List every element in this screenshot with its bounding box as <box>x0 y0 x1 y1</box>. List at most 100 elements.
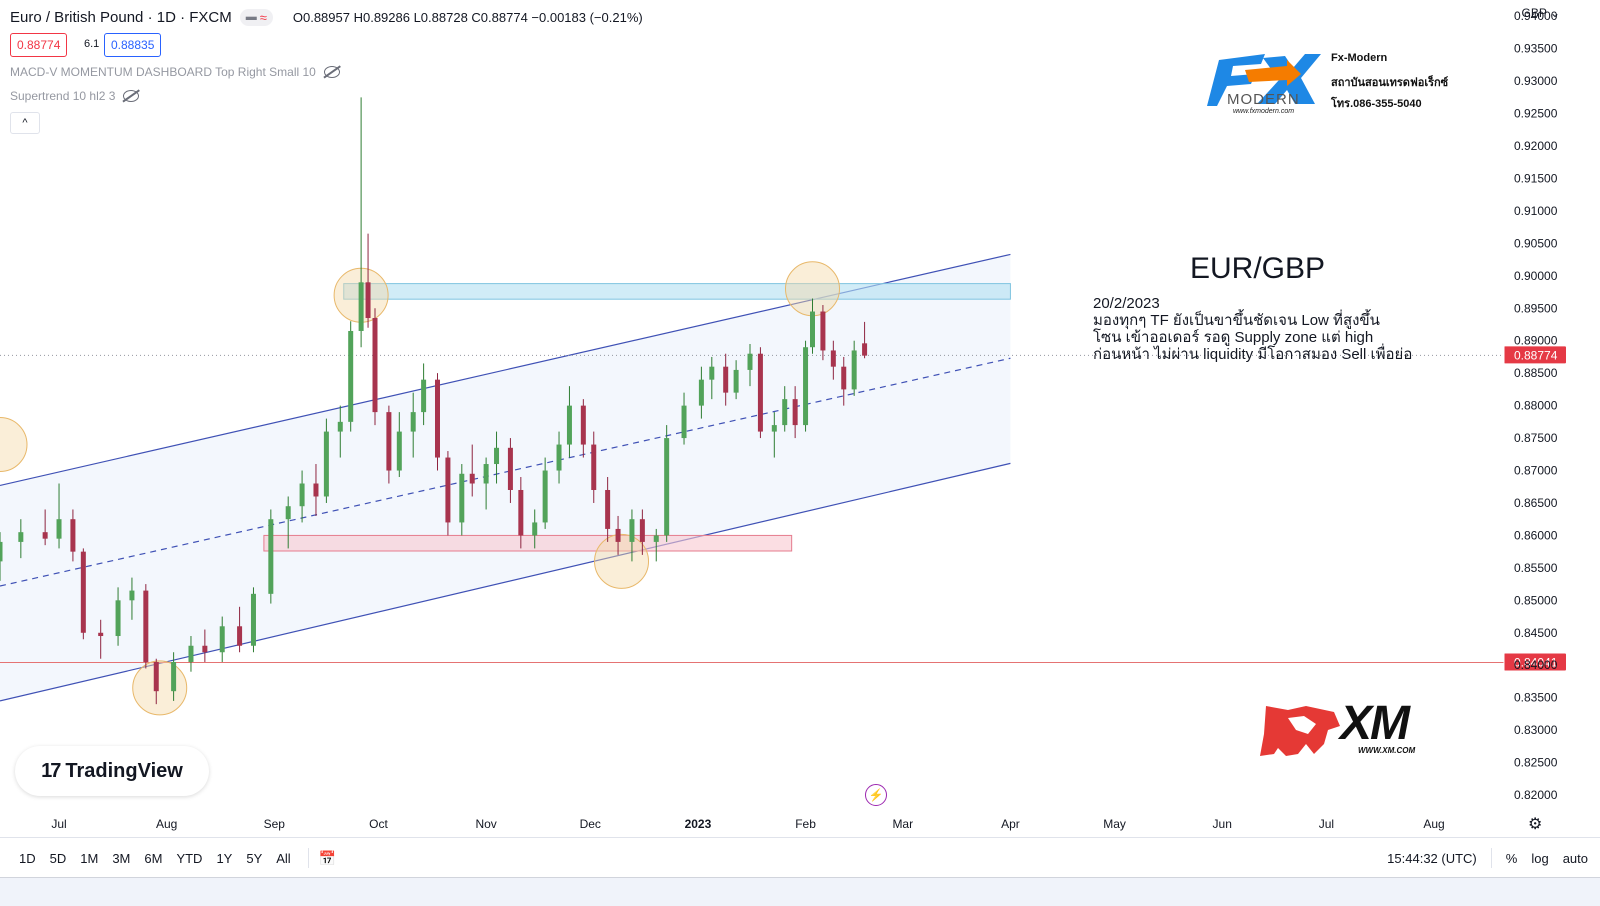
candle-body[interactable] <box>542 470 548 523</box>
candle-body[interactable] <box>830 350 836 367</box>
candle-body[interactable] <box>171 661 177 692</box>
candle-body[interactable] <box>469 473 475 484</box>
candle-body[interactable] <box>709 366 715 380</box>
candle-body[interactable] <box>792 399 798 426</box>
candle-body[interactable] <box>605 489 611 529</box>
candle-body[interactable] <box>348 330 354 422</box>
candle-body[interactable] <box>681 405 687 439</box>
highlight-circle[interactable] <box>132 660 188 716</box>
tradingview-badge[interactable]: 17 TradingView <box>15 746 209 796</box>
price-chart[interactable]: 0.88774 0.84041 0.94000 0.93500 0.93000 0.92… <box>0 0 1600 837</box>
range-1m-button[interactable]: 1M <box>80 850 99 866</box>
candle-body[interactable] <box>386 412 392 471</box>
candle-body[interactable] <box>507 447 513 490</box>
settings-gear-icon[interactable]: ⚙ <box>1528 816 1543 833</box>
supply-zone[interactable] <box>343 283 1011 300</box>
highlight-circle[interactable] <box>0 417 28 473</box>
candle-body[interactable] <box>566 405 572 445</box>
eye-hidden-icon[interactable] <box>123 90 140 102</box>
range-1y-button[interactable]: 1Y <box>216 850 233 866</box>
demand-zone[interactable] <box>263 534 793 552</box>
candle-body[interactable] <box>445 457 451 523</box>
chart-style-pill[interactable]: ▬ ≈ <box>239 8 273 26</box>
candle-body[interactable] <box>56 519 62 539</box>
candle-body[interactable] <box>518 489 524 536</box>
candle-body[interactable] <box>250 593 256 646</box>
percent-toggle[interactable]: % <box>1505 850 1518 866</box>
candle-body[interactable] <box>747 353 753 370</box>
indicator-supertrend[interactable]: Supertrend 10 hl2 3 <box>10 89 140 103</box>
candle-body[interactable] <box>494 447 500 465</box>
channel-mid-line[interactable] <box>0 357 1011 587</box>
candle-body[interactable] <box>810 311 815 348</box>
range-ytd-button[interactable]: YTD <box>176 850 203 866</box>
candle-body[interactable] <box>782 399 788 426</box>
candle-body[interactable] <box>556 444 562 471</box>
candle-body[interactable] <box>80 551 86 633</box>
candle-body[interactable] <box>580 405 586 445</box>
auto-toggle[interactable]: auto <box>1562 850 1588 866</box>
candle-body[interactable] <box>459 473 465 523</box>
candle-body[interactable] <box>285 506 291 520</box>
candle-body[interactable] <box>18 532 24 542</box>
range-3m-button[interactable]: 3M <box>112 850 131 866</box>
candle-body[interactable] <box>313 483 319 497</box>
candle-body[interactable] <box>129 590 135 601</box>
candle-body[interactable] <box>358 282 364 331</box>
candle-body[interactable] <box>337 421 343 432</box>
range-5d-button[interactable]: 5D <box>49 850 67 866</box>
candle-body[interactable] <box>629 519 635 542</box>
candle-body[interactable] <box>153 661 159 692</box>
candle-body[interactable] <box>143 590 149 662</box>
candle-body[interactable] <box>698 379 704 406</box>
candle-body[interactable] <box>435 379 440 458</box>
candle-body[interactable] <box>639 519 645 542</box>
candle-body[interactable] <box>841 366 847 390</box>
candle-body[interactable] <box>733 369 739 393</box>
candle-body[interactable] <box>664 438 670 536</box>
eye-hidden-icon[interactable] <box>323 66 340 78</box>
candle-body[interactable] <box>299 483 305 507</box>
candle-body[interactable] <box>757 353 763 432</box>
candle-body[interactable] <box>219 626 225 653</box>
ask-price-chip[interactable]: 0.88835 <box>104 33 162 57</box>
candle-body[interactable] <box>42 532 48 539</box>
candle-body[interactable] <box>771 425 777 432</box>
candle-body[interactable] <box>653 535 659 542</box>
candle-body[interactable] <box>237 626 243 646</box>
candle-body[interactable] <box>323 431 329 497</box>
range-6m-button[interactable]: 6M <box>144 850 163 866</box>
candle-body[interactable] <box>862 343 868 356</box>
candle-body[interactable] <box>188 645 194 662</box>
candle-body[interactable] <box>532 522 538 536</box>
candle-body[interactable] <box>723 366 729 393</box>
candle-body[interactable] <box>820 311 826 351</box>
candle-body[interactable] <box>98 632 104 637</box>
bid-price-chip[interactable]: 0.88774 <box>10 33 68 57</box>
symbol-title[interactable]: Euro / British Pound · 1D · FXCM <box>10 8 232 26</box>
indicator-macd[interactable]: MACD-V MOMENTUM DASHBOARD Top Right Smal… <box>10 65 340 79</box>
candle-body[interactable] <box>396 431 402 471</box>
candle-body[interactable] <box>372 318 378 413</box>
range-5y-button[interactable]: 5Y <box>246 850 263 866</box>
date-range-calendar-icon[interactable]: 📅 <box>318 849 337 866</box>
candle-body[interactable] <box>421 379 427 413</box>
lightning-icon[interactable]: ⚡ <box>865 784 887 806</box>
range-all-button[interactable]: All <box>276 850 291 866</box>
clock-time[interactable]: 15:44:32 (UTC) <box>1387 850 1477 866</box>
candle-body[interactable] <box>70 519 76 552</box>
candle-body[interactable] <box>0 541 3 562</box>
candle-body[interactable] <box>615 528 621 542</box>
channel-lower-line[interactable] <box>0 462 1011 702</box>
candle-body[interactable] <box>851 350 857 390</box>
candle-body[interactable] <box>115 600 121 637</box>
currency-selector[interactable]: GBP ⌄ <box>1521 6 1560 20</box>
candle-body[interactable] <box>483 464 489 484</box>
candle-body[interactable] <box>202 645 208 653</box>
candle-body[interactable] <box>410 412 416 432</box>
collapse-indicators-button[interactable]: ^ <box>10 112 40 134</box>
candle-body[interactable] <box>591 444 597 490</box>
candle-body[interactable] <box>803 347 809 426</box>
log-toggle[interactable]: log <box>1531 850 1549 866</box>
candle-body[interactable] <box>365 282 371 319</box>
